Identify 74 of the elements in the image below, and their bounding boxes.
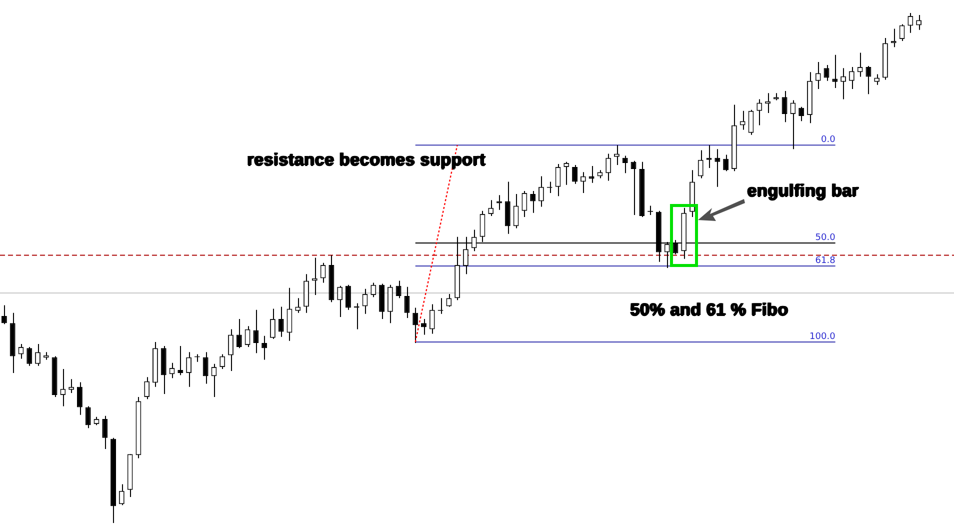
candlestick	[756, 98, 762, 126]
candlestick	[857, 52, 863, 78]
candlestick	[614, 144, 620, 166]
candlestick	[270, 308, 276, 340]
candlestick	[202, 352, 208, 384]
candlestick	[588, 166, 594, 184]
candlestick	[564, 161, 570, 186]
candlestick	[866, 66, 872, 95]
candlestick	[832, 54, 838, 88]
candlestick	[370, 282, 376, 298]
candlestick	[504, 181, 510, 234]
annotation: 61.8	[815, 256, 836, 266]
candlestick	[782, 90, 788, 123]
candlestick	[178, 346, 184, 376]
candlestick	[824, 64, 830, 82]
candlestick	[580, 172, 586, 194]
candlestick	[790, 100, 796, 150]
candlestick	[35, 343, 40, 366]
candlestick	[236, 318, 242, 349]
candlestick	[908, 12, 914, 34]
candlestick	[337, 285, 343, 318]
candlestick	[26, 346, 32, 366]
candlestick	[874, 74, 880, 86]
candlestick	[320, 262, 326, 284]
candlestick	[60, 368, 66, 407]
candlestick	[396, 280, 402, 299]
candlestick	[815, 61, 821, 90]
candlestick	[186, 352, 192, 388]
candlestick	[421, 318, 426, 336]
annotation: engulfing bar	[747, 181, 859, 201]
candlestick	[76, 382, 82, 416]
candlestick	[899, 24, 905, 42]
candlestick	[840, 68, 846, 100]
candlestick	[916, 14, 922, 30]
candlestick	[262, 335, 268, 360]
candlestick	[278, 306, 284, 338]
candlestick	[345, 284, 351, 310]
annotation: 50% and 61 % Fibo	[630, 300, 788, 320]
candlestick	[211, 363, 217, 398]
candlestick	[118, 484, 124, 506]
candlestick	[429, 304, 435, 334]
candlestick	[253, 309, 259, 354]
candlestick	[220, 354, 226, 370]
candlestick	[228, 328, 234, 372]
annotation: resistance becomes support	[247, 150, 486, 170]
candlestick	[513, 194, 519, 229]
candlestick	[68, 378, 74, 394]
candlestick	[295, 298, 301, 314]
candlestick	[102, 415, 108, 450]
candlestick	[446, 294, 452, 308]
candlestick	[723, 154, 729, 172]
candlestick	[740, 110, 746, 130]
candlestick	[538, 176, 544, 208]
candlestick	[848, 66, 854, 90]
candlestick	[530, 190, 536, 214]
candlestick	[85, 406, 91, 429]
annotation: 0.0	[820, 134, 836, 145]
candlestick	[1, 304, 7, 325]
candlestick	[244, 326, 250, 348]
candlestick	[404, 286, 410, 318]
annotation: 50.0	[815, 232, 836, 243]
annotation: 100.0	[810, 332, 836, 342]
candlestick	[622, 155, 628, 174]
candlestick	[144, 376, 150, 400]
candlestick	[522, 190, 528, 218]
candlestick	[312, 257, 318, 296]
candlestick	[606, 153, 612, 182]
candlestick	[698, 150, 704, 179]
candlestick	[488, 200, 494, 216]
candlestick	[412, 307, 418, 344]
candlestick	[572, 164, 578, 184]
candlestick	[765, 92, 770, 114]
candlestick	[714, 148, 720, 188]
candlestick	[387, 284, 393, 324]
